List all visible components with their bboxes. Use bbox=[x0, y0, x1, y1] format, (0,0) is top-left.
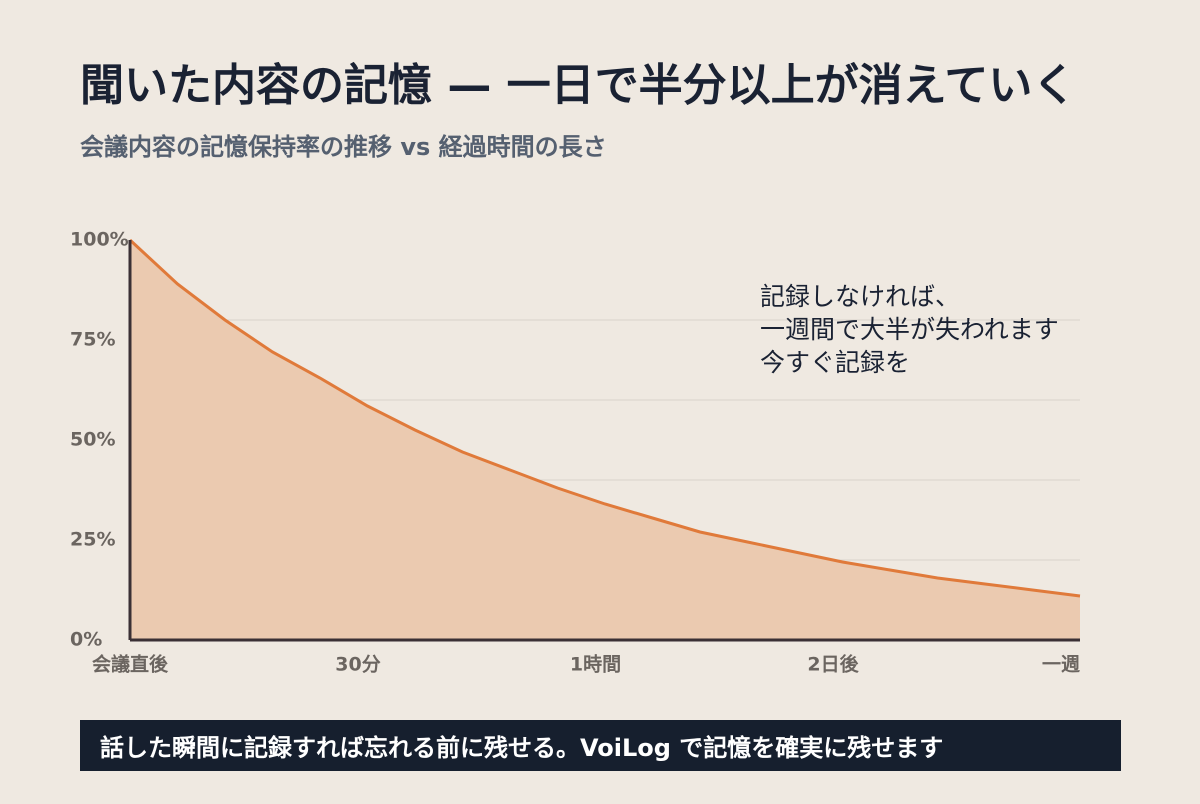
chart-title: 聞いた内容の記憶 — 一日で半分以上が消えていく bbox=[80, 60, 1076, 111]
x-tick-label: 一週 bbox=[1042, 654, 1080, 676]
x-tick-label: 30分 bbox=[335, 654, 380, 676]
annotation: 今すぐ記録を bbox=[760, 348, 910, 377]
x-tick-label: 1時間 bbox=[570, 654, 621, 676]
x-tick-label: 会議直後 bbox=[92, 653, 169, 676]
y-tick-label: 0% bbox=[70, 629, 102, 651]
y-tick-label: 25% bbox=[70, 529, 115, 551]
line bbox=[128, 238, 1081, 598]
footer-banner bbox=[80, 720, 1121, 771]
annotation: 記録しなければ、 bbox=[760, 282, 960, 311]
x-tick-label: 2日後 bbox=[807, 653, 859, 676]
y-tick-label: 50% bbox=[70, 429, 115, 451]
area bbox=[130, 240, 1080, 640]
annotation: 一週間で大半が失われます bbox=[760, 315, 1059, 344]
footer-text: 話した瞬間に記録すれば忘れる前に残せる。VoiLog で記憶を確実に残せます bbox=[100, 734, 943, 762]
y-tick-label: 75% bbox=[70, 329, 115, 351]
y-tick-label: 100% bbox=[70, 229, 129, 251]
chart-subtitle: 会議内容の記憶保持率の推移 vs 経過時間の長さ bbox=[80, 133, 607, 161]
